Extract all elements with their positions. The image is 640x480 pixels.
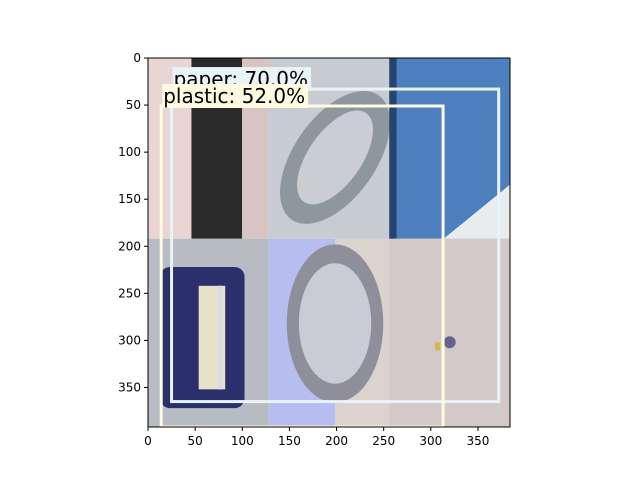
axes-frame (147, 57, 511, 428)
y-tick-label: 300 (118, 333, 141, 347)
detection-label: plastic: 52.0% (163, 84, 305, 108)
x-tick-label: 300 (419, 434, 442, 448)
x-tick-label: 150 (278, 434, 301, 448)
bounding-box (170, 87, 501, 404)
x-tick-label: 100 (231, 434, 254, 448)
y-tick-label: 0 (133, 51, 141, 65)
y-tick-label: 200 (118, 239, 141, 253)
y-tick-label: 50 (126, 98, 141, 112)
x-tick-label: 250 (372, 434, 395, 448)
image-tile (268, 238, 390, 427)
x-tick-label: 350 (466, 434, 489, 448)
y-tick-label: 150 (118, 192, 141, 206)
x-axis-ticks: 0 50 100 150 200 250 300 350 (144, 427, 489, 448)
y-tick-label: 350 (118, 380, 141, 394)
y-axis-ticks: 0 50 100 150 200 250 300 350 (118, 51, 148, 394)
x-tick-label: 50 (187, 434, 202, 448)
y-tick-label: 100 (118, 145, 141, 159)
x-tick-label: 0 (144, 434, 152, 448)
image-tile (148, 238, 269, 427)
x-tick-label: 200 (325, 434, 348, 448)
label-background (162, 84, 309, 109)
y-tick-label: 250 (118, 286, 141, 300)
image-tile (389, 58, 510, 239)
image-tile (389, 238, 510, 427)
photo-grid-image (148, 58, 510, 427)
detection-boxes: paper: 70.0%plastic: 52.0% (159, 67, 501, 427)
